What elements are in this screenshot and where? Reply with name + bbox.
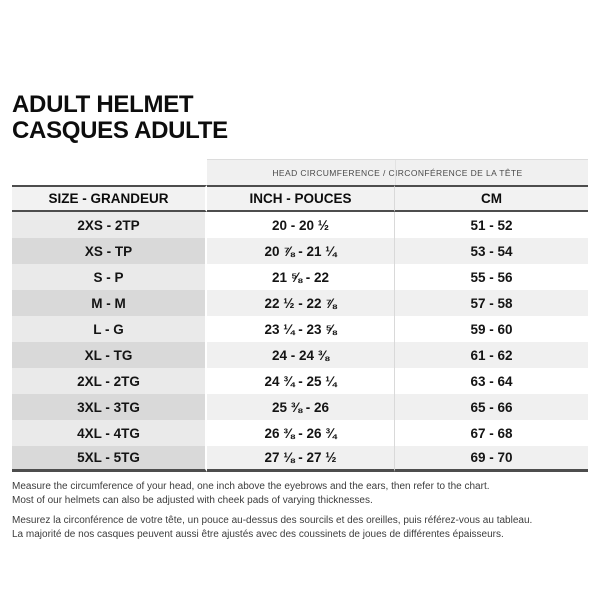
inch-cell: 22 ½ - 22 ⅞ xyxy=(207,290,394,316)
size-cell: 5XL - 5TG xyxy=(12,446,207,472)
size-cell: 2XL - 2TG xyxy=(12,368,207,394)
column-header-inch: INCH - POUCES xyxy=(207,185,394,212)
size-cell: XL - TG xyxy=(12,342,207,368)
column-header-size: SIZE - GRANDEUR xyxy=(12,185,207,212)
inch-cell: 20 ⅞ - 21 ¼ xyxy=(207,238,394,264)
size-cell: 4XL - 4TG xyxy=(12,420,207,446)
cm-cell: 61 - 62 xyxy=(394,342,588,368)
cm-cell: 57 - 58 xyxy=(394,290,588,316)
page-title-en: ADULT HELMET xyxy=(12,91,194,118)
cm-cell: 59 - 60 xyxy=(394,316,588,342)
size-cell: S - P xyxy=(12,264,207,290)
table-row: 2XL - 2TG 24 ¾ - 25 ¼ 63 - 64 xyxy=(12,368,588,394)
cm-cell: 63 - 64 xyxy=(394,368,588,394)
cm-cell: 69 - 70 xyxy=(394,446,588,472)
inch-cell: 24 - 24 ⅜ xyxy=(207,342,394,368)
table-row: 4XL - 4TG 26 ⅜ - 26 ¾ 67 - 68 xyxy=(12,420,588,446)
note-english: Measure the circumference of your head, … xyxy=(12,480,588,507)
size-cell: 3XL - 3TG xyxy=(12,394,207,420)
inch-cell: 24 ¾ - 25 ¼ xyxy=(207,368,394,394)
measuring-notes: Measure the circumference of your head, … xyxy=(12,480,588,541)
table-header-row: SIZE - GRANDEUR INCH - POUCES CM xyxy=(12,185,588,212)
banner-row: HEAD CIRCUMFERENCE / CIRCONFÉRENCE DE LA… xyxy=(12,159,588,185)
cm-cell: 53 - 54 xyxy=(394,238,588,264)
cm-cell: 67 - 68 xyxy=(394,420,588,446)
inch-cell: 26 ⅜ - 26 ¾ xyxy=(207,420,394,446)
size-cell: 2XS - 2TP xyxy=(12,212,207,238)
inch-cell: 21 ⅝ - 22 xyxy=(207,264,394,290)
size-cell: M - M xyxy=(12,290,207,316)
note-fr-line1: Mesurez la circonférence de votre tête, … xyxy=(12,515,533,526)
inch-cell: 27 ⅛ - 27 ½ xyxy=(207,446,394,472)
table-row: XL - TG 24 - 24 ⅜ 61 - 62 xyxy=(12,342,588,368)
inch-cell: 20 - 20 ½ xyxy=(207,212,394,238)
page-title: ADULT HELMET CASQUES ADULTE xyxy=(12,92,588,144)
page-title-fr: CASQUES ADULTE xyxy=(12,117,228,144)
column-header-cm: CM xyxy=(394,185,588,212)
size-cell: XS - TP xyxy=(12,238,207,264)
table-row: 3XL - 3TG 25 ⅜ - 26 65 - 66 xyxy=(12,394,588,420)
inch-cell: 23 ¼ - 23 ⅝ xyxy=(207,316,394,342)
banner-spacer xyxy=(12,159,207,185)
table-row: L - G 23 ¼ - 23 ⅝ 59 - 60 xyxy=(12,316,588,342)
helmet-size-table: HEAD CIRCUMFERENCE / CIRCONFÉRENCE DE LA… xyxy=(12,159,588,472)
table-row: 5XL - 5TG 27 ⅛ - 27 ½ 69 - 70 xyxy=(12,446,588,472)
size-cell: L - G xyxy=(12,316,207,342)
table-body: 2XS - 2TP 20 - 20 ½ 51 - 52 XS - TP 20 ⅞… xyxy=(12,212,588,472)
cm-cell: 55 - 56 xyxy=(394,264,588,290)
head-circumference-banner: HEAD CIRCUMFERENCE / CIRCONFÉRENCE DE LA… xyxy=(207,159,588,185)
note-en-line1: Measure the circumference of your head, … xyxy=(12,481,490,492)
note-fr-line2: La majorité de nos casques peuvent aussi… xyxy=(12,528,504,540)
table-row: S - P 21 ⅝ - 22 55 - 56 xyxy=(12,264,588,290)
note-en-line2: Most of our helmets can also be adjusted… xyxy=(12,494,373,506)
inch-cell: 25 ⅜ - 26 xyxy=(207,394,394,420)
cm-cell: 51 - 52 xyxy=(394,212,588,238)
cm-cell: 65 - 66 xyxy=(394,394,588,420)
note-french: Mesurez la circonférence de votre tête, … xyxy=(12,514,588,541)
table-row: M - M 22 ½ - 22 ⅞ 57 - 58 xyxy=(12,290,588,316)
table-row: XS - TP 20 ⅞ - 21 ¼ 53 - 54 xyxy=(12,238,588,264)
table-row: 2XS - 2TP 20 - 20 ½ 51 - 52 xyxy=(12,212,588,238)
